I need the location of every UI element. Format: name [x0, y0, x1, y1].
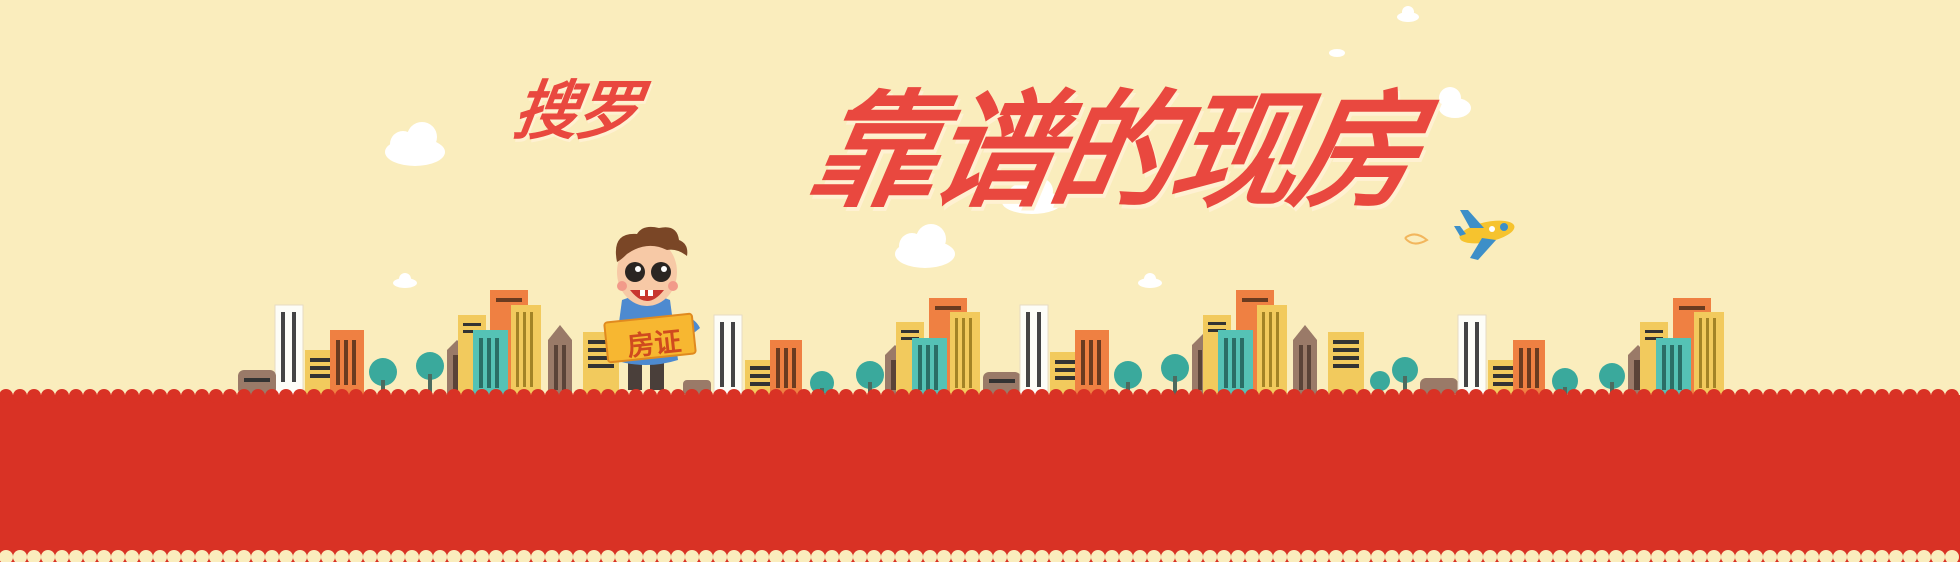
building-icon — [713, 314, 743, 396]
building-icon — [1075, 330, 1109, 395]
tree-icon — [1392, 357, 1418, 395]
cloud-icon — [1439, 87, 1471, 118]
tree-icon — [1552, 368, 1578, 395]
cloud-icon — [385, 122, 445, 166]
building-icon — [274, 304, 304, 396]
building-icon — [1019, 304, 1049, 396]
building-icon — [473, 330, 508, 395]
cloud-icon — [1397, 6, 1419, 22]
certificate-sign — [603, 312, 697, 364]
red-ground — [0, 389, 1960, 562]
cloud-icon — [1002, 178, 1062, 214]
tree-icon — [416, 352, 444, 395]
building-icon — [983, 372, 1021, 395]
tree-icon — [1370, 371, 1390, 391]
building-icon — [1218, 330, 1253, 395]
building-icon — [238, 370, 276, 395]
building-icon — [1457, 314, 1487, 396]
building-icon — [548, 325, 572, 395]
headline-main: 靠谱的现房 — [800, 78, 1427, 225]
tree-icon — [1114, 361, 1142, 395]
building-icon — [770, 340, 802, 395]
building-icon — [1694, 312, 1724, 395]
tree-icon — [1599, 363, 1625, 395]
building-icon — [1257, 305, 1287, 395]
building-icon — [330, 330, 364, 395]
tree-icon — [369, 358, 397, 395]
building-icon — [912, 338, 947, 395]
sign-text: 房证 — [625, 326, 683, 363]
building-icon — [1328, 332, 1364, 395]
building-icon — [1293, 325, 1317, 395]
cloud-icon — [1329, 49, 1345, 57]
cloud-icon — [1138, 273, 1162, 288]
headline-prefix: 搜罗 — [508, 75, 644, 149]
cloud-icon — [895, 224, 955, 268]
mascot-character — [603, 226, 700, 390]
building-icon — [1656, 338, 1691, 395]
building-icon — [1513, 340, 1545, 395]
cloud-icon — [393, 273, 417, 288]
tree-icon — [1161, 354, 1189, 395]
building-icon — [511, 305, 541, 395]
building-icon — [950, 312, 980, 395]
airplane-icon — [1404, 210, 1515, 260]
tree-icon — [856, 361, 884, 395]
